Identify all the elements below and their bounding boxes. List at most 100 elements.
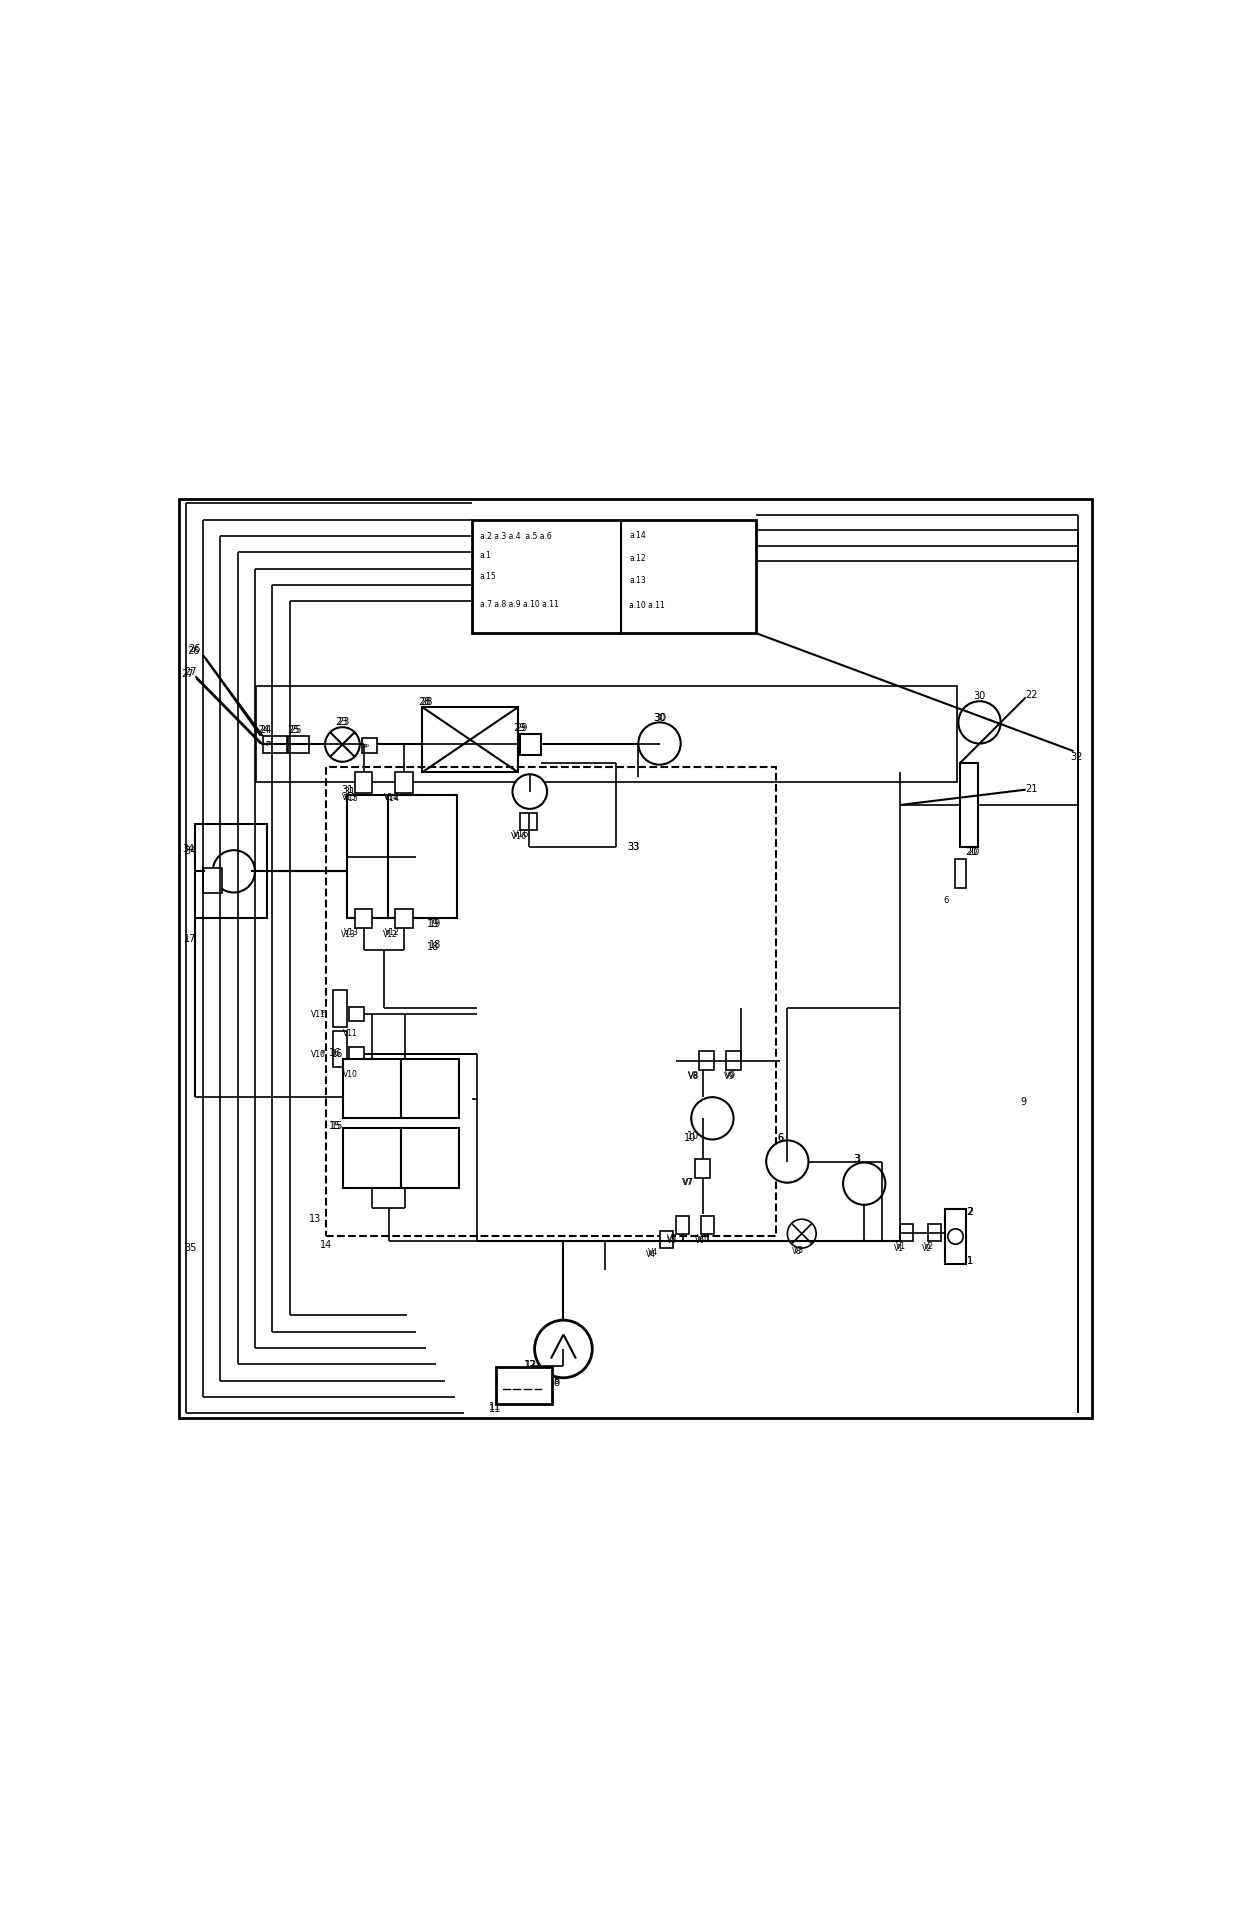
Bar: [422, 707, 518, 772]
Bar: [676, 1217, 689, 1234]
Text: 14: 14: [320, 1240, 332, 1251]
Text: 20: 20: [967, 848, 980, 858]
Text: a.7 a.8 a.9 a.10 a.11: a.7 a.8 a.9 a.10 a.11: [480, 600, 558, 609]
Text: V10: V10: [311, 1050, 326, 1060]
Text: V5: V5: [667, 1236, 677, 1245]
Text: 26: 26: [188, 644, 201, 655]
Text: 8: 8: [554, 1375, 560, 1385]
Bar: [196, 825, 268, 919]
Text: P: P: [267, 741, 270, 747]
Circle shape: [213, 850, 255, 892]
Text: 12: 12: [525, 1360, 537, 1369]
Text: V1: V1: [897, 1242, 906, 1251]
Circle shape: [787, 1219, 816, 1247]
Text: 29: 29: [516, 724, 528, 733]
Text: V2: V2: [921, 1243, 932, 1253]
Circle shape: [766, 1140, 808, 1182]
Bar: [401, 1129, 459, 1188]
Text: V3: V3: [792, 1247, 802, 1257]
Bar: [288, 735, 309, 753]
Bar: [355, 909, 372, 928]
Bar: [343, 1129, 401, 1188]
Text: 32: 32: [1070, 753, 1083, 762]
Text: 13: 13: [309, 1215, 321, 1224]
Text: 27: 27: [184, 667, 196, 678]
Text: V3: V3: [794, 1247, 805, 1255]
Text: 30: 30: [653, 712, 666, 722]
Text: a.1: a.1: [480, 552, 492, 560]
Text: 34: 34: [182, 844, 195, 854]
Bar: [396, 772, 413, 793]
Text: V8: V8: [688, 1073, 699, 1081]
Text: V11: V11: [343, 1029, 358, 1039]
Bar: [725, 1050, 742, 1070]
Text: 12: 12: [525, 1360, 537, 1369]
Bar: [701, 1217, 714, 1234]
Text: p: p: [365, 743, 368, 749]
Bar: [401, 1058, 459, 1119]
Bar: [928, 1224, 941, 1242]
Text: 26: 26: [187, 646, 200, 657]
Text: V2: V2: [924, 1242, 934, 1251]
Text: V1: V1: [894, 1243, 904, 1253]
Text: V6: V6: [696, 1236, 706, 1245]
Text: V5: V5: [667, 1234, 677, 1243]
Circle shape: [947, 1228, 963, 1243]
Text: 8: 8: [554, 1377, 560, 1387]
Bar: [388, 795, 456, 919]
Text: 3: 3: [853, 1154, 859, 1163]
Bar: [696, 1159, 711, 1178]
Text: 19: 19: [429, 919, 441, 928]
Text: 6: 6: [942, 896, 949, 905]
Text: V11: V11: [311, 1010, 325, 1020]
Text: 18: 18: [427, 942, 439, 953]
Text: V16: V16: [511, 833, 527, 840]
Bar: [960, 762, 977, 848]
Text: V4: V4: [649, 1249, 658, 1257]
Bar: [326, 766, 776, 1236]
Text: V15: V15: [345, 795, 360, 802]
Text: 1: 1: [967, 1255, 973, 1266]
Bar: [203, 869, 222, 894]
Text: a.10 a.11: a.10 a.11: [630, 602, 665, 611]
Bar: [350, 1047, 363, 1062]
Text: V6: V6: [697, 1234, 707, 1243]
Text: 35: 35: [184, 1243, 196, 1253]
Bar: [521, 814, 537, 831]
Text: 3: 3: [854, 1154, 861, 1163]
Text: 2: 2: [966, 1207, 972, 1217]
Text: 34: 34: [184, 846, 196, 856]
Bar: [347, 795, 417, 919]
Bar: [332, 991, 347, 1028]
Bar: [496, 1368, 552, 1404]
Text: P: P: [265, 741, 269, 747]
Bar: [255, 686, 957, 781]
Bar: [660, 1230, 673, 1247]
Text: a.15: a.15: [480, 571, 496, 581]
Bar: [332, 1031, 347, 1068]
Text: V9: V9: [724, 1073, 735, 1081]
Text: 22: 22: [1025, 691, 1038, 701]
Text: P: P: [320, 1010, 325, 1016]
Text: 15: 15: [329, 1121, 341, 1131]
Text: V7: V7: [682, 1178, 693, 1188]
Text: 16: 16: [329, 1049, 341, 1058]
Bar: [355, 772, 372, 793]
Bar: [343, 1058, 401, 1119]
Text: 23: 23: [336, 718, 348, 728]
Bar: [350, 1007, 363, 1022]
Bar: [362, 737, 377, 753]
Bar: [699, 1050, 714, 1070]
Text: P: P: [320, 1050, 325, 1056]
Text: 29: 29: [513, 724, 526, 733]
Text: 25: 25: [290, 726, 303, 735]
Text: 1: 1: [967, 1255, 973, 1266]
Text: 20: 20: [965, 848, 977, 858]
Circle shape: [959, 701, 1001, 743]
Text: 6: 6: [777, 1133, 784, 1142]
Text: p: p: [362, 743, 367, 749]
Text: 31: 31: [341, 785, 353, 795]
Text: 27: 27: [181, 668, 193, 680]
Text: V14: V14: [384, 795, 399, 802]
Circle shape: [843, 1163, 885, 1205]
